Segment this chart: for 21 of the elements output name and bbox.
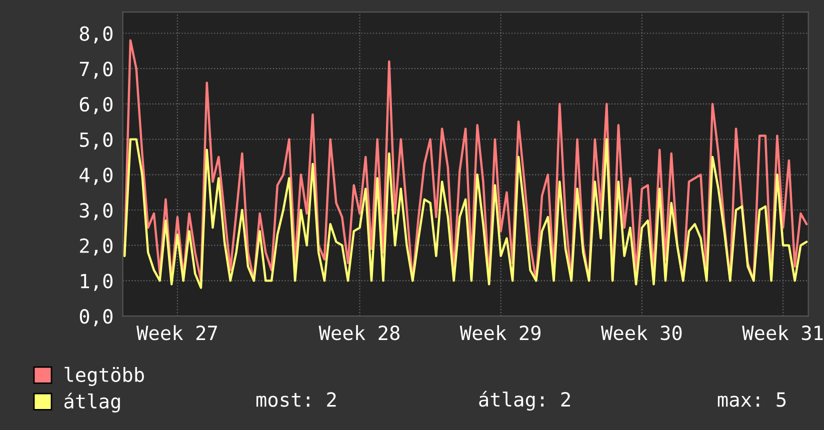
legend-label: legtöbb [64,366,144,386]
line-series [123,138,808,289]
x-tick-label: Week 28 [318,325,400,340]
text: átlag: 2 [479,390,570,411]
y-tick-label: 2,0 [80,238,112,256]
y-tick-label: 4,0 [80,168,112,185]
y-tick-label: 0,0 [80,309,112,326]
x-tick-label: Week 27 [136,325,217,340]
x-tick-label: Week 29 [460,325,540,340]
y-tick-label: 7,0 [80,62,112,79]
y-tick-label: 3,0 [80,203,112,220]
text: max: 5 [718,392,786,407]
y-tick-label: 1,0 [80,274,112,291]
x-tick-label: Week 30 [600,325,682,340]
line-series [123,39,808,282]
text: most: 2 [256,392,336,407]
y-tick-label: 6,0 [80,96,112,114]
y-tick-label: 8,0 [80,26,112,44]
x-tick-label: Week 31 [742,325,823,340]
legend-label: átlag [64,392,120,412]
y-tick-label: 5,0 [80,132,112,150]
